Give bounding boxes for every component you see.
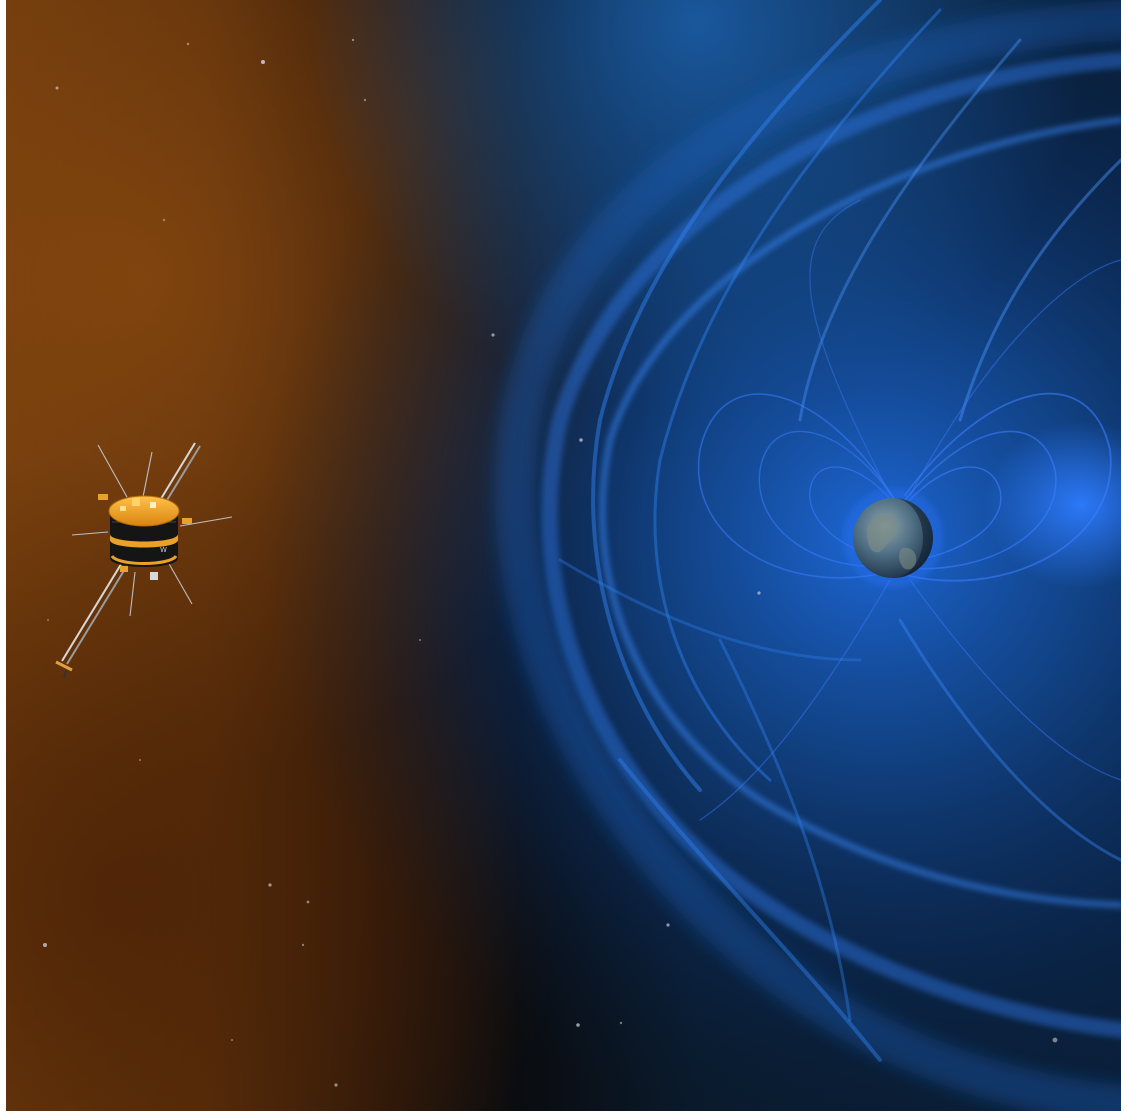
star <box>162 218 166 222</box>
starfield <box>43 38 1058 1087</box>
bow-shock <box>494 0 1127 1118</box>
magnetopause-outer <box>541 52 1127 1038</box>
spacecraft-deck-rim <box>108 495 180 527</box>
star <box>186 42 190 46</box>
spacecraft-band <box>110 534 178 548</box>
frame-bottom-border <box>0 1111 1127 1118</box>
star <box>757 591 761 595</box>
antenna <box>167 561 193 605</box>
magnetosphere <box>494 0 1127 1118</box>
star <box>261 60 265 64</box>
spacecraft-body <box>110 512 178 567</box>
antenna <box>179 516 233 527</box>
earth-continent <box>899 547 917 570</box>
frame-right-border <box>1121 0 1127 1118</box>
antenna <box>129 571 136 617</box>
deck-instrument <box>150 502 156 508</box>
star <box>576 1023 580 1027</box>
star <box>306 900 310 904</box>
wire-antennas <box>71 444 233 617</box>
deck-instrument <box>132 498 140 506</box>
side-instrument <box>150 572 158 580</box>
spacecraft-logo: W <box>160 546 167 554</box>
star <box>1052 1037 1058 1043</box>
star <box>418 638 422 642</box>
earth-continent <box>866 514 897 553</box>
star <box>363 98 367 102</box>
side-instrument <box>120 566 128 572</box>
field-line <box>809 199 891 496</box>
star <box>666 923 670 927</box>
frame-left-border <box>0 0 6 1118</box>
star <box>46 618 50 622</box>
field-line <box>697 393 896 579</box>
sheath-curve-6 <box>718 638 852 1022</box>
side-instrument <box>182 518 192 524</box>
field-line <box>909 259 1122 496</box>
star <box>138 758 142 762</box>
star <box>55 86 59 90</box>
field-line <box>904 466 1002 563</box>
boom-tip <box>55 660 73 672</box>
sheath-curve-2 <box>653 8 942 782</box>
spacecraft-bottom <box>110 554 178 565</box>
deck-instrument <box>120 506 126 511</box>
earth-terminator <box>893 498 933 578</box>
star <box>579 438 583 442</box>
star <box>43 943 47 947</box>
field-line <box>758 430 896 567</box>
boom-segment <box>63 669 67 679</box>
star <box>334 1083 338 1087</box>
star <box>268 883 272 887</box>
star <box>619 1021 623 1025</box>
antenna <box>71 531 109 536</box>
sheath-curve-5 <box>618 758 882 1062</box>
antenna <box>97 444 128 498</box>
side-instrument <box>98 494 108 500</box>
field-line <box>909 579 1122 781</box>
spacecraft-top-deck <box>109 496 179 526</box>
antenna <box>142 451 153 498</box>
star <box>351 38 355 42</box>
field-line <box>904 430 1057 570</box>
field-line <box>904 392 1112 582</box>
earth <box>843 488 943 588</box>
magnetopause-inner <box>599 117 1124 908</box>
sheath-curve-1 <box>591 0 882 792</box>
field-line <box>699 579 891 821</box>
spacecraft: W <box>55 442 233 679</box>
star <box>491 333 495 337</box>
star <box>230 1038 234 1042</box>
star <box>301 943 305 947</box>
